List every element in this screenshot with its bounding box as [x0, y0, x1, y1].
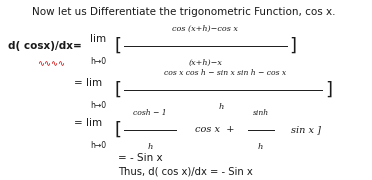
Text: lim: lim	[90, 34, 106, 44]
Text: h→0: h→0	[90, 141, 106, 150]
Text: cos x  +: cos x +	[195, 125, 235, 134]
Text: ∿∿∿∿: ∿∿∿∿	[37, 59, 65, 68]
Text: h→0: h→0	[90, 102, 106, 111]
Text: h: h	[147, 143, 153, 151]
Text: = lim: = lim	[74, 118, 102, 128]
Text: sin x ]: sin x ]	[291, 125, 321, 134]
Text: [: [	[114, 37, 121, 55]
Text: cos x cos h − sin x sin h − cos x: cos x cos h − sin x sin h − cos x	[164, 69, 286, 77]
Text: h: h	[219, 103, 224, 111]
Text: = lim: = lim	[74, 78, 102, 88]
Text: Now let us Differentiate the trigonometric Function, cos x.: Now let us Differentiate the trigonometr…	[32, 7, 335, 17]
Text: h→0: h→0	[90, 57, 106, 66]
Text: ]: ]	[290, 37, 296, 55]
Text: cos (x+h)−cos x: cos (x+h)−cos x	[173, 24, 238, 32]
Text: h: h	[258, 143, 263, 151]
Text: Thus, d( cos x)/dx = - Sin x: Thus, d( cos x)/dx = - Sin x	[118, 167, 253, 177]
Text: [: [	[114, 121, 121, 139]
Text: sinh: sinh	[253, 109, 269, 117]
Text: (x+h)−x: (x+h)−x	[189, 59, 222, 67]
Text: = - Sin x: = - Sin x	[118, 153, 162, 163]
Text: cosh − 1: cosh − 1	[133, 109, 167, 117]
Text: ]: ]	[326, 81, 333, 99]
Text: [: [	[114, 81, 121, 99]
Text: d( cosx)/dx=: d( cosx)/dx=	[8, 41, 82, 51]
